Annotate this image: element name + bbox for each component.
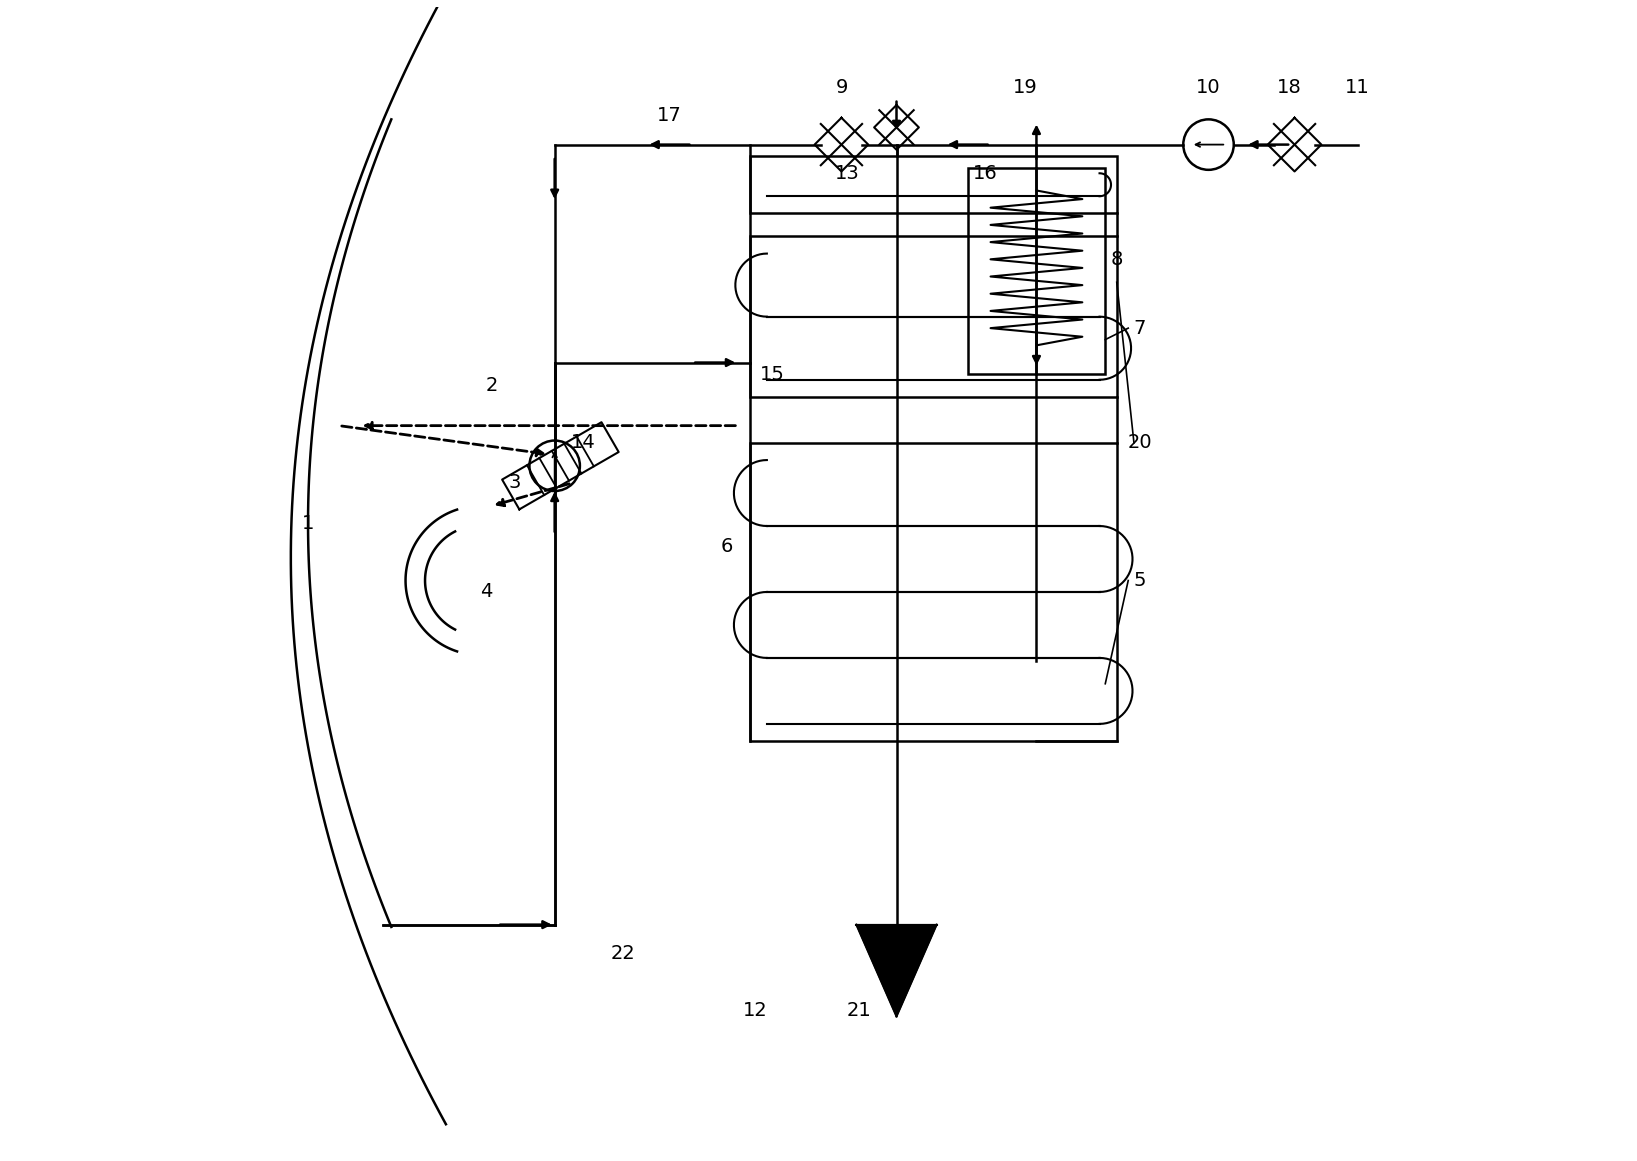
Text: 5: 5 bbox=[1133, 571, 1146, 590]
Text: 1: 1 bbox=[301, 513, 314, 533]
Text: 3: 3 bbox=[509, 474, 521, 492]
Text: 9: 9 bbox=[835, 78, 848, 96]
Text: 19: 19 bbox=[1013, 78, 1038, 96]
Bar bbox=[967, 167, 1105, 374]
Text: 14: 14 bbox=[571, 433, 596, 453]
Text: 20: 20 bbox=[1128, 433, 1152, 453]
Text: 21: 21 bbox=[846, 1001, 871, 1021]
Bar bbox=[750, 442, 1116, 741]
Text: 7: 7 bbox=[1133, 318, 1146, 338]
Text: 18: 18 bbox=[1277, 78, 1301, 96]
Bar bbox=[750, 237, 1116, 397]
Text: 11: 11 bbox=[1346, 78, 1370, 96]
Text: 16: 16 bbox=[972, 164, 997, 182]
Text: 12: 12 bbox=[743, 1001, 768, 1021]
Text: 4: 4 bbox=[480, 583, 493, 601]
Text: 17: 17 bbox=[656, 107, 681, 125]
Text: 22: 22 bbox=[611, 944, 635, 962]
Text: 15: 15 bbox=[760, 365, 786, 383]
Polygon shape bbox=[856, 924, 936, 1016]
Text: 8: 8 bbox=[1110, 250, 1123, 269]
Text: 10: 10 bbox=[1197, 78, 1221, 96]
Text: 6: 6 bbox=[720, 536, 733, 556]
Text: 13: 13 bbox=[835, 164, 859, 182]
Text: 2: 2 bbox=[486, 376, 498, 395]
Bar bbox=[750, 156, 1116, 214]
